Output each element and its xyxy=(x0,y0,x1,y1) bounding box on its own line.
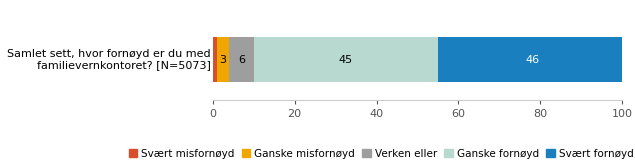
Bar xyxy=(217,37,229,82)
Bar xyxy=(229,37,254,82)
Text: Samlet sett, hvor fornøyd er du med
familievernkontoret? [N=5073]: Samlet sett, hvor fornøyd er du med fami… xyxy=(7,49,211,70)
Text: 46: 46 xyxy=(525,55,539,65)
Bar xyxy=(438,37,626,82)
Bar xyxy=(213,37,217,82)
Text: 45: 45 xyxy=(339,55,353,65)
Text: 6: 6 xyxy=(238,55,245,65)
Bar xyxy=(254,37,438,82)
Text: 3: 3 xyxy=(220,55,227,65)
Legend: Svært misfornøyd, Ganske misfornøyd, Verken eller, Ganske fornøyd, Svært fornøyd: Svært misfornøyd, Ganske misfornøyd, Ver… xyxy=(128,149,634,159)
